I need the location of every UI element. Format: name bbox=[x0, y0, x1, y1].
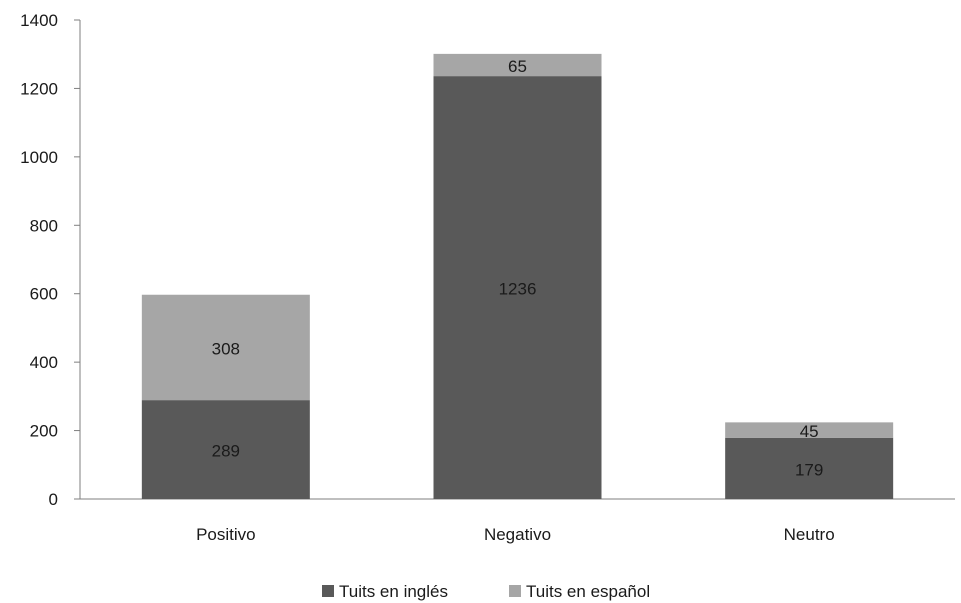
bar-segment bbox=[141, 294, 310, 401]
y-tick-label: 800 bbox=[30, 216, 58, 235]
y-tick-label: 400 bbox=[30, 353, 58, 372]
bar-segment bbox=[433, 53, 602, 77]
bar-segment bbox=[725, 437, 894, 499]
legend-label: Tuits en español bbox=[526, 582, 650, 601]
bar-segment bbox=[725, 422, 894, 438]
data-label: 289 bbox=[212, 442, 240, 461]
legend-label: Tuits en inglés bbox=[339, 582, 448, 601]
legend: Tuits en inglés Tuits en español bbox=[322, 582, 650, 601]
data-label: 45 bbox=[800, 422, 819, 441]
data-label: 308 bbox=[212, 339, 240, 358]
y-tick-label: 1200 bbox=[20, 79, 58, 98]
y-tick-label: 0 bbox=[49, 490, 58, 509]
data-label: 1236 bbox=[499, 280, 537, 299]
y-tick-label: 1000 bbox=[20, 148, 58, 167]
x-tick-label: Negativo bbox=[484, 525, 551, 544]
data-label: 65 bbox=[508, 57, 527, 76]
bar-segment bbox=[433, 76, 602, 500]
x-axis: Positivo Negativo Neutro bbox=[80, 498, 955, 544]
legend-swatch bbox=[322, 585, 334, 597]
y-tick-label: 1400 bbox=[20, 11, 58, 30]
legend-swatch bbox=[509, 585, 521, 597]
y-tick-label: 200 bbox=[30, 422, 58, 441]
x-tick-label: Positivo bbox=[196, 525, 256, 544]
data-label: 179 bbox=[795, 460, 823, 479]
x-tick-label: Neutro bbox=[784, 525, 835, 544]
y-axis: 0 200 400 600 800 1000 1200 1400 bbox=[20, 11, 81, 509]
y-tick-label: 600 bbox=[30, 285, 58, 304]
bar-segment bbox=[141, 400, 310, 499]
bars: 289 308 1236 65 179 45 bbox=[141, 53, 894, 500]
